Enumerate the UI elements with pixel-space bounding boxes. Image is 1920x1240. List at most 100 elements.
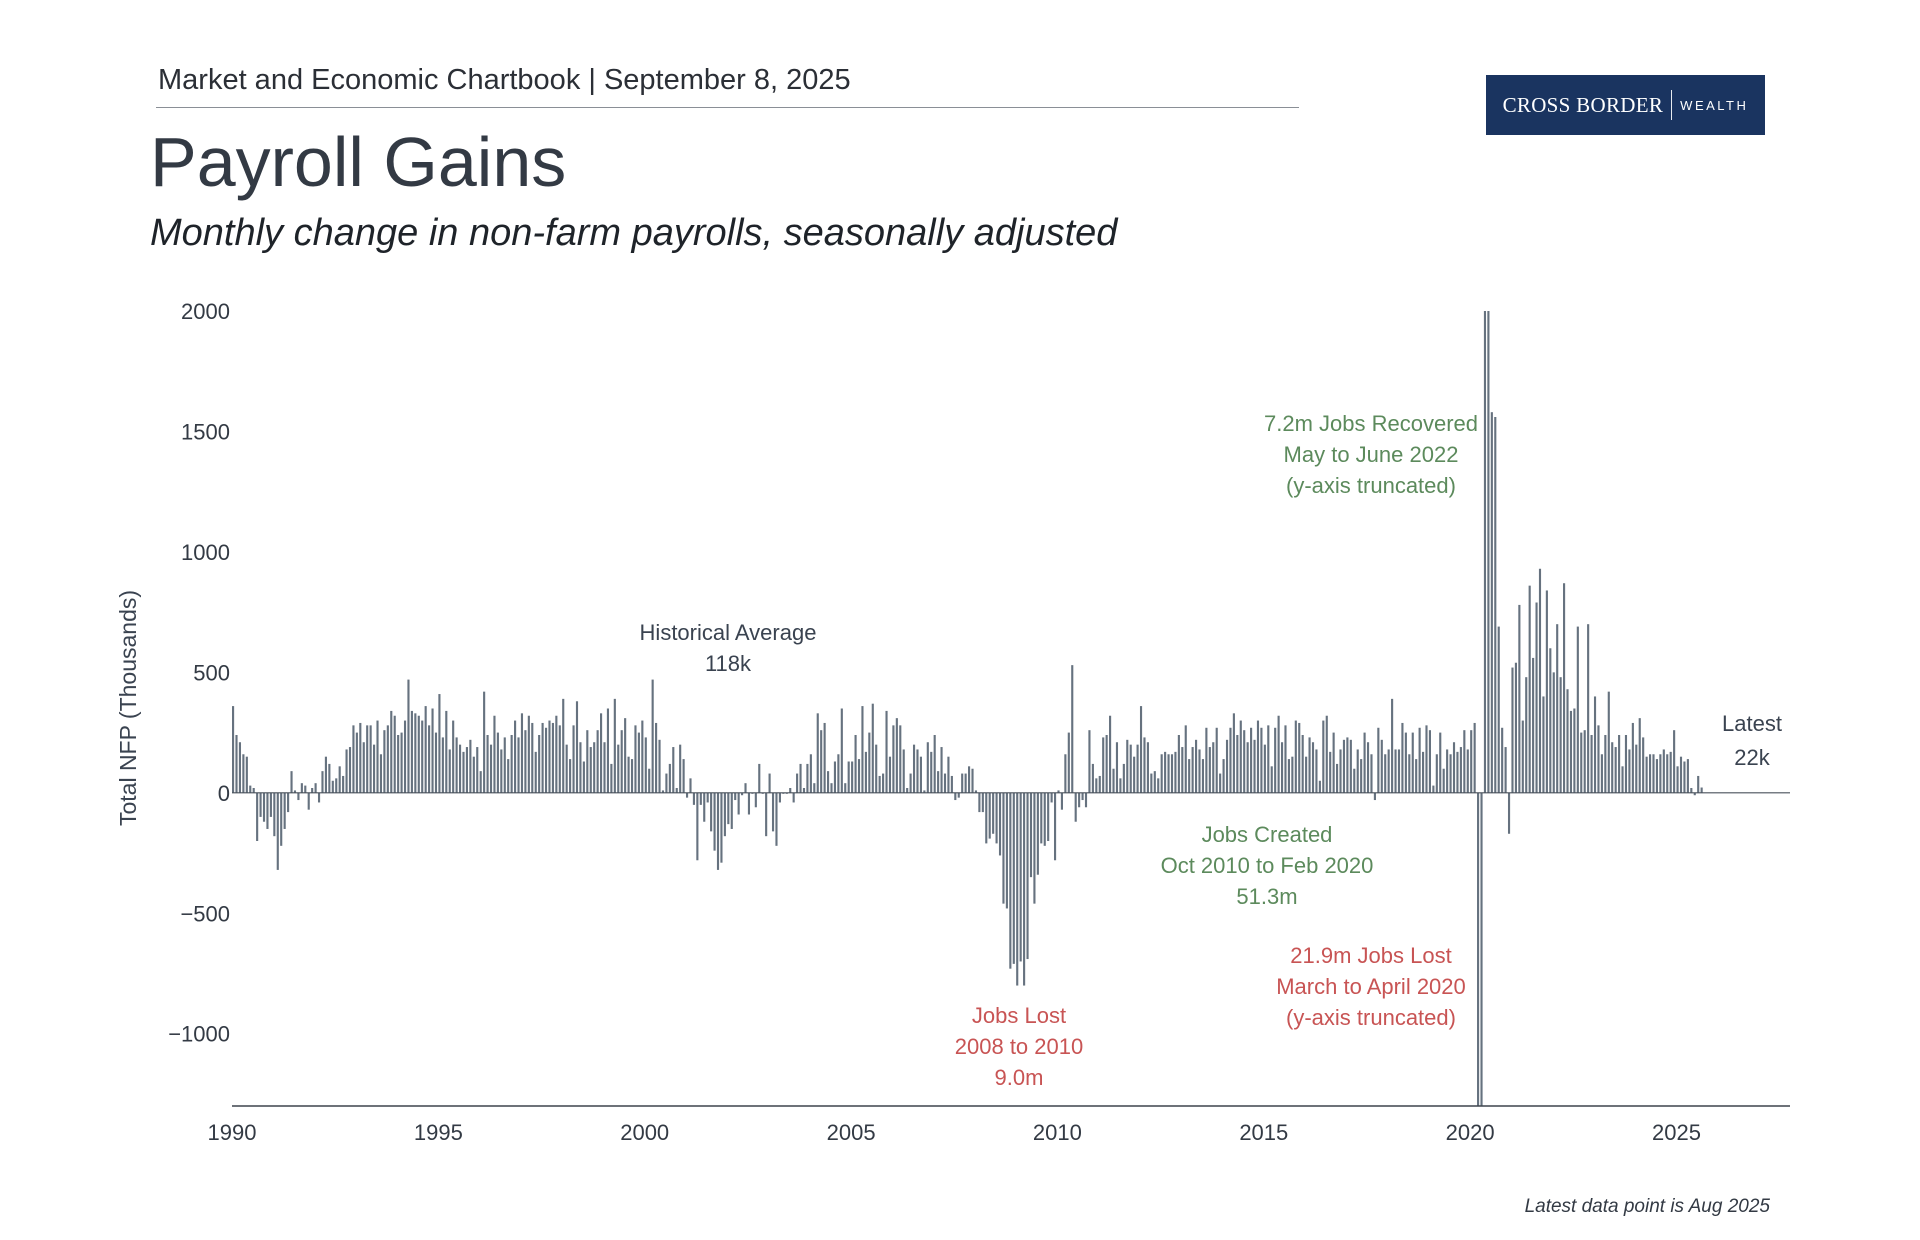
bar-2015-12 (1301, 735, 1304, 793)
bar-2004-11 (844, 783, 847, 793)
x-tick-label-2000: 2000 (620, 1120, 669, 1145)
bar-2021-01 (1511, 667, 1514, 793)
bar-2016-08 (1329, 751, 1332, 793)
bar-2014-05 (1236, 735, 1239, 793)
bar-2010-05 (1071, 665, 1074, 793)
bar-2007-02 (937, 771, 940, 793)
bar-2011-02 (1102, 737, 1105, 793)
bar-2018-10 (1418, 727, 1421, 793)
bar-2012-04 (1150, 773, 1153, 793)
bar-2013-04 (1191, 747, 1194, 793)
bar-2020-02 (1473, 722, 1476, 793)
bar-2017-07 (1366, 742, 1370, 793)
bar-1995-06 (455, 737, 458, 793)
bar-1997-02 (524, 730, 527, 793)
bar-1994-08 (421, 720, 424, 793)
bar-2009-01 (1016, 792, 1019, 986)
bar-2014-11 (1256, 720, 1260, 793)
bar-2009-09 (1043, 792, 1046, 846)
bar-2015-05 (1277, 715, 1280, 793)
bar-1992-07 (335, 778, 338, 793)
bar-2015-09 (1291, 756, 1294, 793)
bar-2025-05 (1690, 788, 1693, 793)
bar-2005-05 (864, 751, 867, 793)
bar-2023-06 (1611, 742, 1614, 793)
bar-1995-12 (476, 747, 479, 793)
bar-2004-04 (820, 730, 823, 793)
bar-2010-07 (1078, 792, 1081, 808)
bar-2013-01 (1181, 747, 1184, 793)
annotation-jobs-created-line-3: 51.3m (1236, 884, 1297, 909)
bar-2013-03 (1188, 759, 1191, 793)
bar-1994-04 (407, 679, 410, 793)
bar-2018-03 (1394, 749, 1397, 793)
bar-1999-02 (606, 708, 610, 793)
x-tick-label-2020: 2020 (1446, 1120, 1495, 1145)
bar-2017-08 (1370, 754, 1373, 793)
bar-2021-06 (1528, 585, 1531, 793)
bar-1999-12 (641, 720, 644, 793)
bar-2024-08 (1659, 754, 1662, 793)
bar-2018-04 (1397, 749, 1401, 793)
bar-2004-01 (809, 754, 812, 793)
bar-1998-11 (596, 730, 599, 793)
bar-2016-02 (1308, 737, 1311, 793)
chart-subtitle: Monthly change in non-farm payrolls, sea… (150, 212, 1118, 254)
bar-1991-06 (290, 771, 293, 793)
bar-1992-02 (317, 792, 321, 803)
bar-2001-02 (689, 778, 692, 793)
bar-2005-12 (888, 756, 892, 793)
bar-2019-10 (1459, 747, 1462, 793)
bar-2004-09 (837, 754, 840, 793)
bar-1995-04 (448, 749, 451, 793)
y-tick-label-1: 1500 (181, 420, 230, 445)
bar-2012-09 (1167, 754, 1170, 793)
bar-2007-10 (964, 773, 967, 793)
bar-2006-06 (909, 773, 912, 793)
bar-2010-08 (1081, 792, 1084, 801)
bar-2019-12 (1466, 749, 1469, 793)
bar-2021-07 (1532, 657, 1535, 793)
bar-2023-01 (1593, 696, 1597, 793)
bar-2010-09 (1084, 792, 1088, 808)
bar-2018-05 (1401, 722, 1404, 793)
logo-divider (1671, 90, 1673, 120)
bar-1994-02 (400, 732, 403, 793)
annotation-jobs-recovered-line-2: May to June 2022 (1284, 442, 1459, 467)
bar-1992-10 (345, 749, 348, 793)
bar-2013-05 (1195, 739, 1198, 793)
bar-2025-04 (1686, 759, 1689, 793)
bar-1991-08 (297, 792, 300, 801)
bar-2024-10 (1666, 754, 1669, 793)
bar-2006-11 (926, 742, 929, 793)
bar-2017-04 (1356, 749, 1359, 793)
bar-2013-08 (1205, 727, 1208, 793)
bar-2018-07 (1408, 754, 1411, 793)
bar-2001-11 (720, 792, 723, 863)
bar-2003-03 (775, 792, 778, 846)
bar-2007-08 (957, 792, 960, 798)
bar-1997-01 (520, 713, 524, 793)
y-tick-labels: 2000 1500 1000 500 0 −1000 −500 (168, 299, 230, 1047)
bar-2019-07 (1449, 754, 1452, 793)
bar-1997-12 (558, 725, 561, 793)
bar-2016-07 (1325, 715, 1328, 793)
bar-2006-05 (906, 788, 909, 793)
bar-1997-04 (531, 722, 534, 793)
bar-1999-09 (630, 759, 634, 793)
bar-2011-11 (1133, 756, 1136, 793)
bar-2008-02 (978, 792, 981, 813)
bar-2024-11 (1669, 751, 1672, 793)
bar-2003-09 (796, 773, 799, 793)
bar-2005-01 (851, 761, 854, 793)
bar-2003-12 (806, 763, 809, 793)
bar-2016-04 (1315, 749, 1318, 793)
bar-2014-04 (1232, 713, 1235, 793)
bar-2023-05 (1607, 691, 1610, 793)
bar-2023-03 (1600, 754, 1603, 793)
bar-2023-04 (1604, 735, 1607, 793)
bar-2019-01 (1428, 730, 1431, 793)
bar-2011-05 (1112, 768, 1115, 793)
bar-1998-06 (579, 742, 582, 793)
bar-1996-04 (489, 744, 493, 793)
